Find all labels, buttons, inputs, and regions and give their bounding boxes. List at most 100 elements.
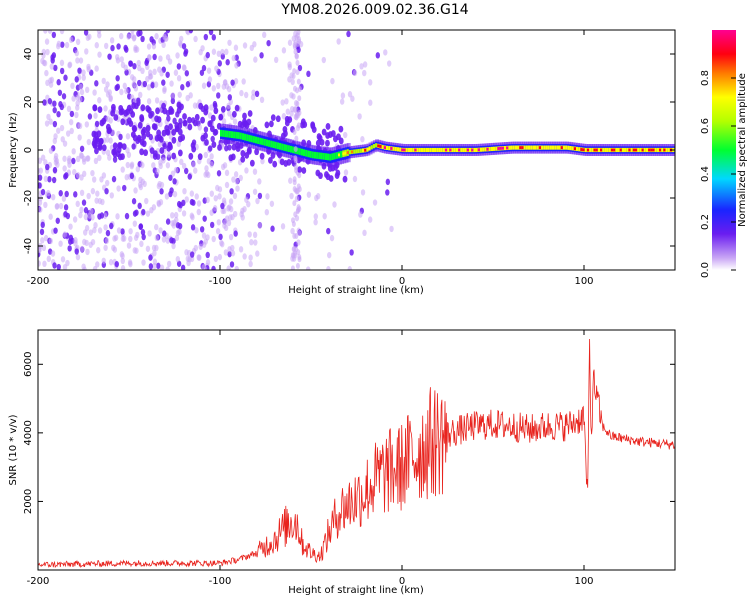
heatmap-cell	[63, 210, 68, 218]
heatmap-cell	[82, 266, 87, 270]
heatmap-cell	[120, 118, 126, 126]
heatmap-cell	[211, 34, 217, 41]
heatmap-cell	[296, 78, 301, 85]
heatmap-cell	[407, 147, 412, 153]
heatmap-cell	[53, 227, 58, 234]
heatmap-cell	[87, 113, 93, 120]
heatmap-cell	[249, 239, 254, 246]
heatmap-cell	[201, 264, 206, 270]
heatmap-cell	[667, 147, 672, 153]
heatmap-cell	[331, 153, 336, 160]
heatmap-cell	[110, 103, 116, 111]
heatmap-cell	[438, 147, 443, 153]
heatmap-cell	[201, 232, 207, 239]
heatmap-cell	[120, 166, 125, 173]
heatmap-cell	[59, 59, 65, 67]
heatmap-cell	[57, 89, 63, 96]
heatmap-cell	[112, 142, 118, 150]
heatmap-cell	[216, 170, 222, 177]
heatmap-cell	[233, 171, 239, 178]
heatmap-cell	[75, 57, 80, 64]
heatmap-cell	[120, 228, 125, 235]
colorbar-tick-label: 0.6	[700, 118, 711, 134]
heatmap-cell	[297, 109, 302, 116]
heatmap-cell	[287, 116, 293, 124]
heatmap-cell	[329, 153, 334, 161]
heatmap-cell	[230, 79, 235, 86]
heatmap-cell	[541, 145, 546, 150]
heatmap-cell	[347, 91, 353, 98]
heatmap-cell	[153, 150, 158, 157]
heatmap-cell	[136, 59, 141, 67]
heatmap-cell	[479, 147, 484, 152]
heatmap-cell	[38, 174, 43, 181]
heatmap-cell	[313, 218, 318, 226]
heatmap-cell	[292, 245, 297, 252]
heatmap-cell	[173, 69, 179, 76]
heatmap-cell	[128, 260, 133, 268]
heatmap-cell	[368, 146, 373, 151]
heatmap-cell	[62, 231, 68, 238]
y-tick-label: 2000	[23, 489, 34, 514]
heatmap-cell	[288, 177, 293, 184]
heatmap-cell	[254, 90, 260, 98]
heatmap-cell	[302, 149, 307, 157]
heatmap-cell	[292, 68, 297, 75]
heatmap-cell	[410, 147, 415, 153]
heatmap-cell	[75, 104, 80, 111]
heatmap-cell	[170, 212, 175, 219]
heatmap-cell	[297, 172, 302, 179]
heatmap-cell	[169, 107, 175, 115]
heatmap-cell	[122, 82, 127, 90]
heatmap-cell	[248, 260, 253, 268]
heatmap-cell	[347, 266, 352, 270]
heatmap-cell	[543, 145, 548, 150]
heatmap-cell	[53, 133, 58, 140]
heatmap-cell	[571, 146, 576, 151]
heatmap-cell	[74, 248, 79, 255]
heatmap-cell	[215, 184, 220, 192]
heatmap-cell	[58, 240, 63, 247]
heatmap-cell	[65, 259, 70, 267]
heatmap-cell	[161, 129, 167, 137]
heatmap-cell	[276, 142, 281, 150]
colorbar-tick-label: 0.2	[700, 214, 711, 230]
snr-plot-area	[38, 330, 675, 570]
heatmap-cell	[240, 155, 246, 163]
heatmap-cell	[130, 111, 136, 118]
heatmap-cell	[224, 169, 230, 177]
heatmap-cell	[124, 212, 130, 220]
heatmap-cell	[300, 148, 305, 156]
heatmap-cell	[453, 147, 458, 153]
heatmap-cell	[209, 209, 214, 216]
heatmap-cell	[203, 238, 208, 245]
heatmap-cell	[589, 147, 594, 153]
heatmap-cell	[166, 115, 171, 122]
heatmap-cell	[156, 262, 161, 270]
heatmap-cell	[126, 33, 131, 40]
y-tick-label: 4000	[23, 420, 34, 445]
heatmap-cell	[272, 141, 277, 148]
heatmap-cell	[325, 123, 331, 130]
heatmap-cell	[135, 165, 141, 173]
heatmap-cell	[209, 125, 215, 133]
heatmap-cell	[292, 185, 297, 192]
heatmap-cell	[105, 179, 110, 187]
snr-ticks: -200 -100 0 100 2000 4000 6000	[23, 330, 675, 587]
heatmap-cell	[106, 127, 112, 135]
heatmap-cell	[136, 30, 141, 37]
heatmap-cell	[47, 176, 52, 183]
heatmap-cell	[264, 121, 270, 129]
heatmap-cell	[578, 147, 583, 152]
heatmap-cell	[213, 195, 218, 202]
heatmap-cell	[52, 120, 58, 128]
heatmap-cell	[145, 130, 151, 138]
heatmap-cell	[155, 168, 160, 175]
heatmap-cell	[213, 255, 219, 263]
heatmap-cell	[196, 200, 202, 207]
heatmap-cell	[381, 144, 386, 150]
heatmap-cell	[56, 263, 61, 270]
heatmap-cell	[109, 192, 114, 199]
heatmap-cell	[188, 152, 194, 160]
heatmap-cell	[637, 147, 642, 153]
